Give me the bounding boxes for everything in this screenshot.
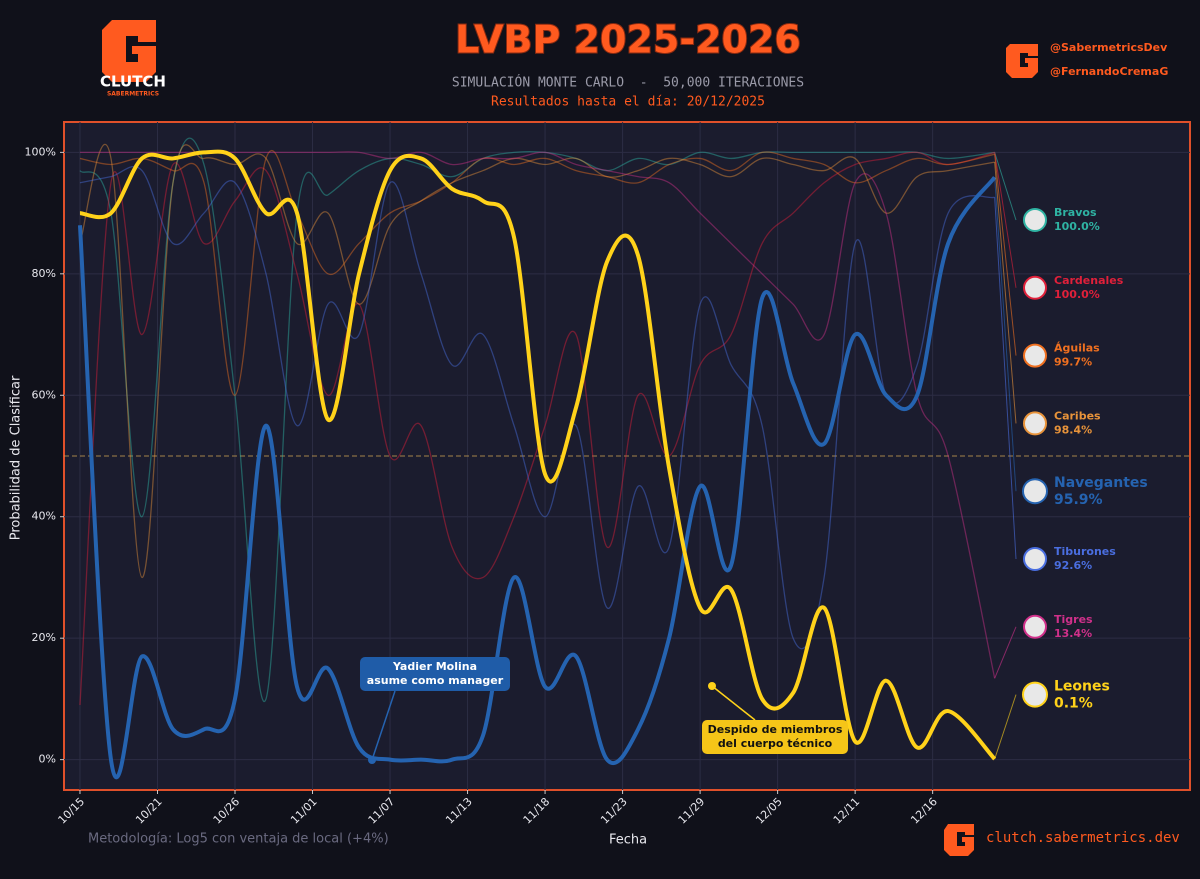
annotation-box	[702, 720, 848, 754]
footer-logo	[944, 824, 974, 856]
annotation-text: Yadier Molina	[392, 660, 477, 673]
y-tick-label: 100%	[25, 145, 56, 158]
legend-label: Navegantes	[1054, 475, 1148, 491]
legend-label: Tigres	[1054, 613, 1093, 626]
annotation-text: asume como manager	[367, 674, 504, 687]
team-icon	[1022, 681, 1048, 708]
series-line	[77, 176, 997, 780]
legend-label: Tiburones	[1054, 545, 1116, 558]
team-icon	[1023, 411, 1047, 436]
legend-value: 95.9%	[1054, 492, 1103, 508]
legend-value: 100.0%	[1054, 220, 1100, 233]
logo-text: CLUTCH	[100, 73, 166, 91]
legend-label: Leones	[1054, 679, 1110, 695]
y-tick-label: 60%	[32, 388, 56, 401]
team-icon	[1023, 547, 1047, 571]
legend-connector	[994, 626, 1017, 679]
y-axis-label: Probabilidad de Clasificar	[9, 375, 24, 540]
annotation-arrow	[711, 685, 756, 721]
y-tick-label: 20%	[32, 631, 56, 644]
team-icon	[1023, 614, 1047, 639]
legend-connector	[994, 154, 1017, 356]
series-line	[79, 165, 995, 650]
legend-value: 92.6%	[1054, 559, 1092, 572]
x-axis-label: Fecha	[609, 833, 647, 848]
legend-value: 99.7%	[1054, 356, 1092, 369]
logo-sub: SABERMETRICS	[107, 91, 159, 98]
annotation-arrow	[371, 690, 396, 761]
annotation-point	[708, 682, 716, 690]
annotation-box	[360, 657, 510, 691]
legend-value: 0.1%	[1054, 696, 1093, 712]
legend-connector	[994, 152, 1017, 288]
series-line	[79, 143, 995, 579]
legend-value: 13.4%	[1054, 627, 1092, 640]
legend-connector	[994, 177, 1017, 492]
legend-label: Bravos	[1054, 206, 1097, 219]
handle: @FernandoCremaG	[1050, 65, 1168, 78]
legend-connector	[994, 162, 1017, 424]
series-line	[79, 137, 995, 703]
series-line	[79, 149, 995, 396]
site: clutch.sabermetrics.dev	[986, 830, 1180, 846]
legend-connector	[994, 197, 1017, 560]
series-line	[79, 149, 997, 761]
y-tick-label: 80%	[32, 267, 56, 280]
subtitle: SIMULACIÓN MONTE CARLO - 50,000 ITERACIO…	[452, 75, 804, 91]
legend-label: Águilas	[1054, 342, 1100, 355]
team-icon	[1023, 275, 1047, 300]
chart-title: LVBP 2025-2026	[455, 18, 801, 62]
methodology: Metodología: Log5 con ventaja de local (…	[88, 832, 389, 847]
y-tick-label: 0%	[39, 753, 56, 766]
logo	[102, 20, 156, 82]
legend-label: Cardenales	[1054, 274, 1124, 287]
legend-value: 100.0%	[1054, 288, 1100, 301]
legend-value: 98.4%	[1054, 423, 1092, 436]
handle-logo	[1006, 44, 1038, 78]
legend-label: Caribes	[1054, 409, 1101, 422]
legend-connector	[994, 694, 1017, 760]
annotation-text: del cuerpo técnico	[718, 737, 833, 750]
series-line	[79, 151, 996, 679]
y-tick-label: 40%	[32, 510, 56, 523]
series-line	[79, 151, 995, 706]
team-icon	[1023, 343, 1047, 368]
plot	[64, 122, 1190, 790]
annotation-text: Despido de miembros	[708, 723, 843, 736]
team-icon	[1022, 478, 1048, 505]
subtitle2: Resultados hasta el día: 20/12/2025	[491, 95, 765, 110]
annotation-point	[368, 756, 376, 764]
handle: @SabermetricsDev	[1050, 41, 1168, 54]
team-icon	[1023, 208, 1047, 232]
legend-connector	[994, 152, 1017, 221]
